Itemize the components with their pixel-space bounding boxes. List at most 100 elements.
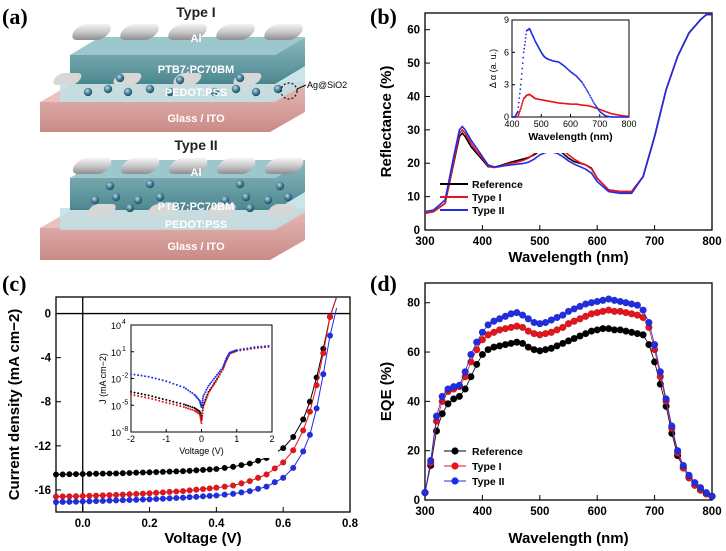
- legend-label: Reference: [472, 179, 523, 191]
- inset-point-type-i: [518, 111, 521, 114]
- nanoparticle: [145, 84, 155, 94]
- label-glass-2: Glass / ITO: [167, 241, 225, 253]
- inset-point-type-ii: [154, 377, 157, 380]
- data-point-type-i: [139, 490, 147, 497]
- data-point-reference: [193, 467, 200, 474]
- data-point-reference: [166, 468, 173, 475]
- inset-point-type-ii: [220, 368, 223, 371]
- data-point-type-ii: [173, 494, 180, 502]
- inset-point-type-i: [202, 406, 205, 408]
- inset-point-type-i: [218, 373, 221, 376]
- pedot-ridge: [267, 204, 296, 216]
- inset-point-type-i: [189, 408, 192, 411]
- data-point-reference: [199, 466, 207, 474]
- inset-point-type-i: [520, 105, 523, 108]
- inset-point-type-i: [205, 397, 208, 400]
- data-point-type-ii: [696, 484, 705, 492]
- inset-point-type-ii: [523, 44, 526, 46]
- inset-point-type-ii: [242, 347, 245, 350]
- inset-point-type-ii: [211, 379, 214, 382]
- x-tick-label: 400: [473, 506, 492, 518]
- inset-point-type-ii: [522, 56, 525, 59]
- y-tick-label: 0: [414, 495, 420, 507]
- inset-point-type-ii: [595, 106, 598, 109]
- y-tick-label: 10: [407, 192, 420, 204]
- inset-y-tick-base: 10: [111, 428, 121, 438]
- pedot-ridges: [87, 204, 296, 216]
- data-point-reference: [153, 469, 160, 476]
- data-point-type-ii: [52, 499, 60, 506]
- nanoparticles-type-2: [90, 179, 293, 213]
- inset-point-type-i: [158, 399, 161, 402]
- x-tick-label: 0.2: [142, 518, 158, 530]
- nanoparticle: [251, 87, 261, 97]
- data-point-type-ii: [518, 311, 527, 319]
- nanoparticle: [235, 73, 245, 83]
- data-point-type-ii: [559, 311, 567, 319]
- data-point-type-ii: [326, 332, 334, 339]
- inset-point-type-ii: [210, 381, 213, 384]
- al-stripe: [120, 24, 159, 40]
- inset-point-type-ii: [202, 395, 205, 398]
- data-point-reference: [290, 433, 297, 441]
- data-point-reference: [99, 470, 106, 477]
- inset-point-type-ii: [216, 373, 218, 376]
- inset-point-type-ii: [594, 103, 596, 106]
- inset-y-tick-base: 10: [111, 321, 121, 331]
- label-glass-1: Glass / ITO: [167, 113, 225, 125]
- inset-point-reference: [165, 398, 168, 401]
- panel-a: (a) Type I: [2, 4, 347, 260]
- data-point-type-ii: [213, 492, 220, 499]
- data-point-type-ii: [86, 498, 93, 505]
- x-tick-label: 500: [530, 236, 549, 248]
- data-point-type-ii: [153, 495, 160, 503]
- inset-point-type-ii: [224, 359, 227, 362]
- data-point-type-i: [300, 427, 307, 434]
- data-point-type-ii: [263, 483, 270, 490]
- nanoparticle: [231, 84, 241, 94]
- nanoparticle: [125, 203, 135, 213]
- nanoparticle: [275, 181, 285, 191]
- inset-x-tick-label: 2: [269, 434, 274, 444]
- label-pedot-1: PEDOT:PSS: [165, 87, 227, 99]
- inset-point-type-ii: [586, 89, 588, 92]
- inset-point-type-i: [517, 113, 520, 115]
- inset-point-type-i: [518, 110, 521, 113]
- nanoparticle: [155, 192, 165, 202]
- data-point-type-ii: [146, 496, 153, 503]
- data-point-type-ii: [467, 350, 475, 359]
- inset-point-type-i: [519, 107, 522, 110]
- nanoparticle: [220, 195, 230, 205]
- data-point-type-ii: [461, 368, 469, 376]
- pedot-ridge: [87, 204, 116, 216]
- al-stripe: [264, 158, 304, 174]
- inset-point-type-ii: [587, 91, 589, 94]
- inset-point-type-ii: [235, 349, 238, 351]
- x-tick-label: 500: [530, 506, 549, 518]
- inset-point-type-i: [172, 403, 175, 406]
- data-point-type-ii: [633, 301, 642, 309]
- inset-point-type-ii: [593, 102, 595, 104]
- data-point-reference: [133, 469, 140, 476]
- data-point-type-i: [106, 492, 113, 499]
- y-tick-label: -12: [34, 441, 51, 453]
- data-point-type-i: [306, 408, 314, 415]
- inset-point-type-ii: [521, 62, 524, 64]
- inset-point-type-i: [168, 402, 171, 405]
- inset-point-type-i: [204, 400, 207, 403]
- data-point-type-ii: [455, 381, 464, 389]
- data-point-type-ii: [702, 488, 710, 497]
- inset-point-type-i: [151, 398, 154, 400]
- inset-point-type-ii: [582, 83, 585, 85]
- inset-point-reference: [147, 394, 150, 397]
- inset-point-type-ii: [520, 78, 523, 81]
- inset-point-type-i: [199, 416, 202, 419]
- inset-point-type-ii: [187, 389, 190, 392]
- data-point-reference: [206, 466, 213, 473]
- inset-point-reference: [137, 392, 140, 395]
- x-tick-label: 0.0: [75, 518, 91, 530]
- inset-point-type-ii: [205, 388, 208, 391]
- inset-point-type-ii: [260, 345, 263, 348]
- inset-point-type-i: [140, 395, 143, 398]
